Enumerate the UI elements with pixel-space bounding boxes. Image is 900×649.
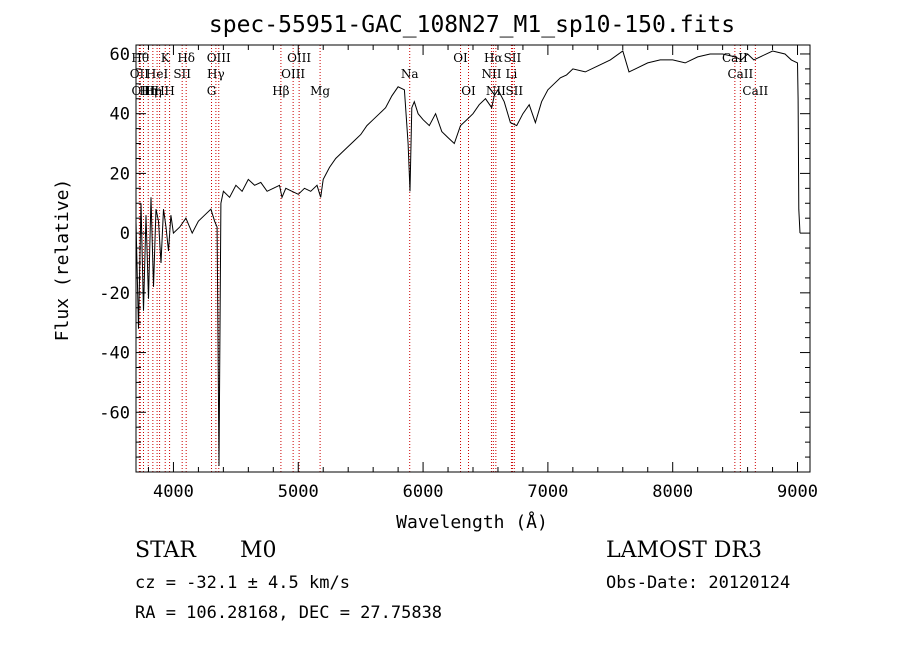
line-marker-label: NII (486, 84, 506, 98)
line-marker-label: Na (401, 67, 419, 81)
line-marker-label: HeI (146, 67, 169, 81)
line-marker-label: Hα (484, 51, 503, 65)
line-marker-label: Hβ (272, 84, 289, 98)
line-marker-label: K (161, 51, 171, 65)
line-marker-label: Hη (144, 84, 162, 98)
line-marker-label: Hη (139, 84, 157, 98)
object-subclass: M0 (240, 538, 277, 563)
coordinates: RA = 106.28168, DEC = 27.75838 (135, 603, 443, 623)
line-marker-label: OI (461, 84, 476, 98)
line-marker-label: CaII (742, 84, 768, 98)
line-marker-label: OIII (287, 51, 311, 65)
plot-frame (135, 44, 811, 473)
line-marker-label: SII (173, 67, 191, 81)
x-tick-label: 7000 (527, 482, 568, 502)
line-marker-label: OI (453, 51, 468, 65)
line-marker-label: Hδ (177, 51, 195, 65)
spectrum-line (135, 50, 801, 467)
y-tick-label: 0 (120, 224, 130, 244)
y-tick-label: 40 (110, 105, 130, 125)
x-tick-label: 6000 (403, 482, 444, 502)
y-tick-label: -20 (99, 284, 130, 304)
line-marker-label: OII (130, 67, 150, 81)
line-marker-label: SII (504, 51, 522, 65)
y-tick-label: -40 (99, 344, 130, 364)
line-marker-label: CaII (722, 51, 748, 65)
redshift-velocity: cz = -32.1 ± 4.5 km/s (135, 573, 350, 593)
line-marker-label: Hγ (207, 67, 225, 81)
line-marker-label: CaII (727, 67, 753, 81)
y-axis-tick-labels: -60 -40 -20 0 20 40 60 (99, 45, 130, 423)
y-tick-label: 20 (110, 164, 130, 184)
spectral-line-labels: HθOIIOIIIHηHηHeIHKHSIIHδGHγOIIIHβOIIIOII… (130, 51, 769, 98)
line-marker-label: Li (506, 67, 518, 81)
y-axis-label: Flux (relative) (52, 179, 73, 342)
line-marker-label: OIII (207, 51, 231, 65)
y-tick-label: -60 (99, 403, 130, 423)
object-class: STAR (135, 538, 196, 563)
chart-title: spec-55951-GAC_108N27_M1_sp10-150.fits (209, 12, 735, 38)
line-marker-label: H (154, 84, 164, 98)
x-tick-label: 9000 (777, 482, 818, 502)
x-tick-label: 5000 (278, 482, 319, 502)
line-marker-label: OIII (281, 67, 305, 81)
survey-name: LAMOST DR3 (606, 538, 762, 563)
observation-date: Obs-Date: 20120124 (606, 573, 791, 593)
y-tick-label: 60 (110, 45, 130, 65)
x-axis-tick-labels: 4000 5000 6000 7000 8000 9000 (153, 482, 818, 502)
line-marker-label: Hθ (131, 51, 149, 65)
x-tick-label: 4000 (153, 482, 194, 502)
line-marker-label: SII (505, 84, 523, 98)
x-tick-label: 8000 (652, 482, 693, 502)
x-axis-label: Wavelength (Å) (396, 511, 548, 533)
line-marker-label: NII (481, 67, 501, 81)
line-marker-label: G (207, 84, 217, 98)
line-marker-label: Mg (310, 84, 330, 98)
line-marker-label: H (164, 84, 174, 98)
axis-ticks (136, 45, 810, 472)
spectral-line-markers (138, 45, 756, 472)
line-marker-label: OIII (131, 84, 155, 98)
